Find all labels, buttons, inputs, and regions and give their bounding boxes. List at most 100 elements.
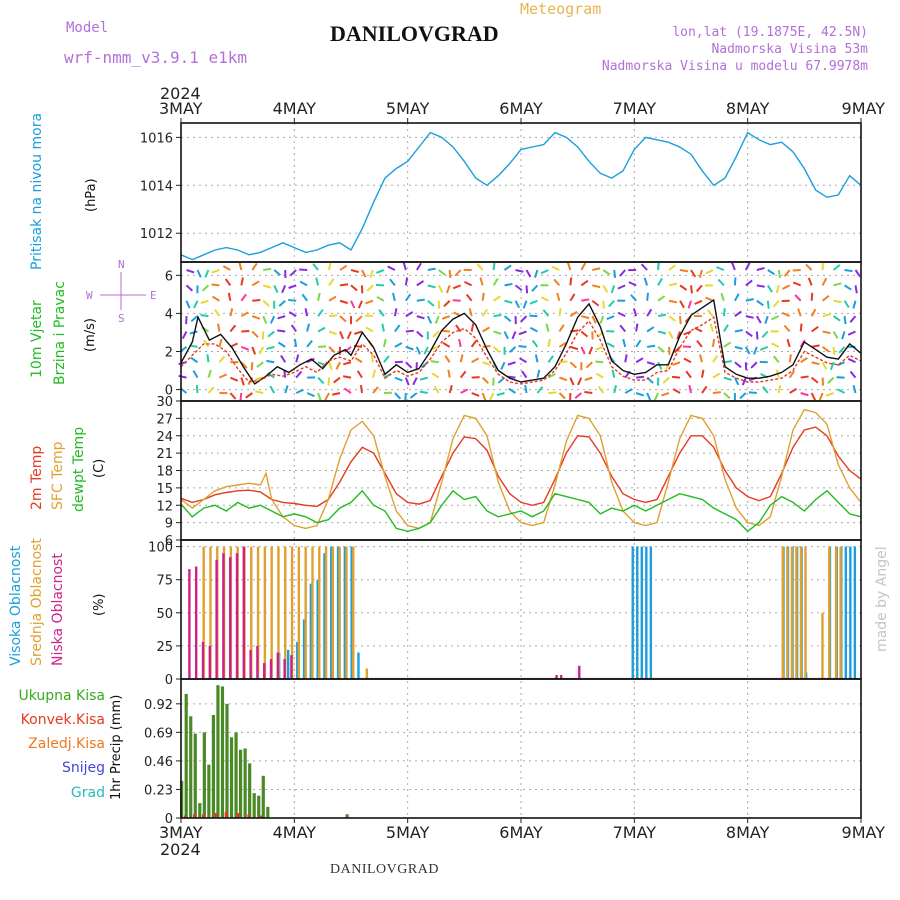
wind-arrow xyxy=(822,313,831,318)
wind-arrow xyxy=(229,392,237,400)
wind-arrow xyxy=(343,387,352,394)
wind-arrow xyxy=(833,315,841,322)
visoka-oblacnost-bar xyxy=(343,546,347,679)
wind-arrow xyxy=(750,361,758,369)
wind-arrow xyxy=(827,376,835,384)
ukupna-kisa-bar xyxy=(184,693,188,818)
wind-arrow xyxy=(679,284,688,291)
wind-arrow xyxy=(745,298,754,302)
wind-arrow xyxy=(821,277,828,286)
wind-arrow xyxy=(312,263,319,271)
wind-arrow xyxy=(350,300,356,309)
srednja-oblacnost-bar xyxy=(202,546,205,679)
wind-arrow xyxy=(671,375,681,379)
wind-arrow xyxy=(723,341,732,348)
wind-arrow xyxy=(833,299,842,304)
visoka-oblacnost-bar xyxy=(316,579,319,679)
srednja-oblacnost-bar xyxy=(297,546,301,679)
wind-arrow xyxy=(646,292,650,301)
wind-arrow xyxy=(744,346,751,355)
wind-arrow xyxy=(789,387,798,394)
panel-cloud: 0 25 50 75 100 xyxy=(148,539,862,688)
x-tick-label-top: 8MAY xyxy=(726,99,770,118)
wind-arrow xyxy=(389,278,396,286)
wind-arrow xyxy=(712,391,721,394)
wind-arrow xyxy=(251,330,259,338)
wind-arrow xyxy=(657,277,663,286)
wind-arrow xyxy=(277,315,286,320)
niska-oblacnost-bar xyxy=(195,566,198,679)
wind-arrow xyxy=(556,292,561,302)
wind-series-1-line xyxy=(180,316,862,385)
ukupna-kisa-bar xyxy=(239,749,243,818)
wind-arrow xyxy=(503,331,509,340)
wind-arrow xyxy=(668,264,677,271)
wind-arrow xyxy=(190,315,199,323)
wind-arrow xyxy=(847,330,856,336)
wind-arrow xyxy=(387,265,396,271)
niska-oblacnost-bar xyxy=(263,663,266,679)
x-tick-label-bottom: 7MAY xyxy=(613,823,657,842)
elevation-text: Nadmorska Visina 53m xyxy=(711,42,868,57)
wind-arrow xyxy=(771,315,780,321)
wind-arrow xyxy=(657,330,667,335)
wind-arrow xyxy=(706,309,714,317)
pressure-label: Pritisak na nivou mora xyxy=(29,112,45,270)
wind-arrow xyxy=(739,392,747,400)
wind-arrow xyxy=(404,277,409,286)
wind-arrow xyxy=(339,283,349,287)
wind-arrow xyxy=(811,326,819,333)
srednja-oblacnost-bar xyxy=(209,546,212,679)
wind-arrow xyxy=(668,315,677,322)
wind-arrow xyxy=(811,344,820,348)
wind-arrow xyxy=(430,360,439,364)
wind-arrow xyxy=(547,338,551,348)
wind-arrow xyxy=(595,345,604,351)
wind-arrow xyxy=(536,386,544,394)
wind-arrow xyxy=(266,345,275,350)
wind-arrow xyxy=(281,284,287,294)
wind-arrow xyxy=(657,261,660,271)
year-top: 2024 xyxy=(160,84,201,103)
wind-arrow xyxy=(454,269,462,277)
wind-arrow xyxy=(196,269,202,278)
wind-arrow xyxy=(493,330,502,335)
wind-arrow xyxy=(289,269,297,277)
y-tick-label: 30 xyxy=(156,395,173,410)
y-tick-label: 12 xyxy=(156,499,173,514)
wind-arrow xyxy=(217,323,221,332)
srednja-oblacnost-bar xyxy=(839,546,842,679)
wind-arrow xyxy=(624,354,628,363)
wind-arrow xyxy=(404,377,410,386)
wind-arrow xyxy=(189,330,198,335)
ukupna-kisa-bar xyxy=(202,732,206,818)
wind-arrow xyxy=(229,376,239,382)
wind-arrow xyxy=(640,263,648,271)
wind-arrow xyxy=(262,315,268,324)
wind-arrow xyxy=(317,376,325,385)
wind-arrow xyxy=(273,269,281,276)
wind-arrow xyxy=(613,384,618,394)
ukupna-kisa-bar xyxy=(248,763,252,818)
wind-arrow xyxy=(777,269,782,279)
srednja-oblacnost-bar xyxy=(345,546,348,679)
wind-arrow xyxy=(580,279,589,287)
wind-arrow xyxy=(471,357,480,364)
visoka-oblacnost-bar xyxy=(636,546,639,679)
wind-arrow xyxy=(240,345,250,351)
x-tick-label-top: 3MAY xyxy=(159,99,203,118)
ukupna-kisa-bar xyxy=(193,733,197,818)
wind-arrow xyxy=(328,278,335,286)
wind-arrow xyxy=(240,293,247,302)
precip-label-hail: Grad xyxy=(70,785,105,801)
wind-arrow xyxy=(251,280,260,287)
wind-arrow xyxy=(333,376,341,384)
wind-arrow xyxy=(328,295,337,302)
wind-arrow xyxy=(482,345,491,348)
niska-oblacnost-bar xyxy=(578,665,581,679)
wind-arrow xyxy=(443,300,451,308)
y-tick-label: 24 xyxy=(156,430,173,445)
panels-layer: 1012101410160246691215182124273002550751… xyxy=(100,99,885,842)
y-tick-label: 0 xyxy=(165,673,173,688)
wind-arrow xyxy=(471,392,480,397)
